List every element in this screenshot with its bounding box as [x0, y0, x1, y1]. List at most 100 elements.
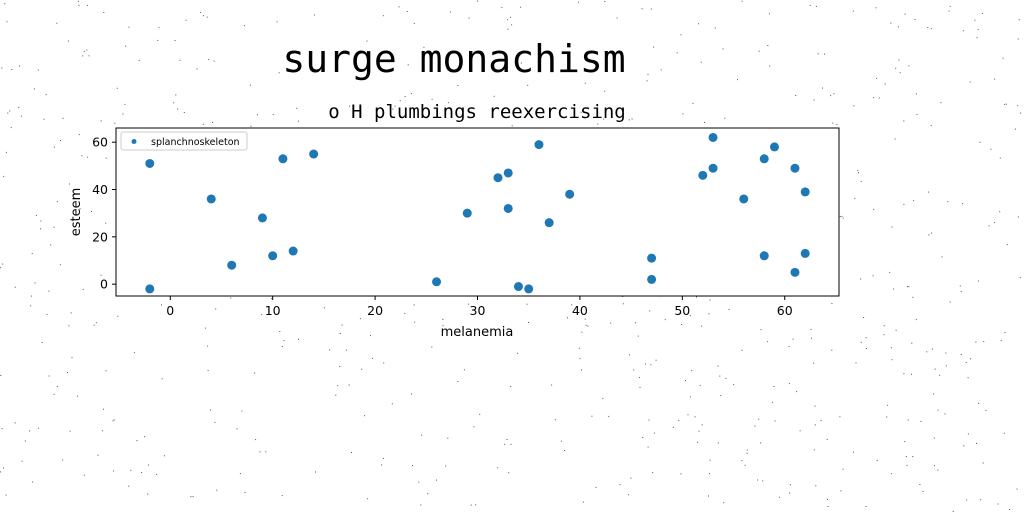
noise-dot [754, 425, 756, 427]
data-point [524, 284, 534, 294]
noise-dot [164, 455, 166, 457]
noise-dot [908, 65, 910, 67]
noise-dot [56, 386, 58, 388]
noise-dot [602, 398, 604, 400]
noise-dot [830, 95, 832, 97]
data-point [708, 163, 718, 173]
data-point [432, 277, 442, 287]
noise-dot [857, 170, 859, 172]
data-point [739, 194, 749, 204]
noise-dot [584, 82, 586, 84]
noise-dot [112, 420, 114, 422]
data-point [534, 140, 544, 150]
noise-dot [100, 274, 102, 276]
data-point [708, 132, 718, 142]
noise-dot [1016, 488, 1018, 490]
noise-dot [1000, 340, 1002, 342]
noise-dot [652, 472, 654, 474]
noise-dot [449, 11, 451, 13]
noise-dot [696, 296, 697, 298]
noise-dot [43, 118, 45, 120]
noise-dot [48, 375, 50, 377]
noise-dot [681, 324, 683, 325]
noise-dot [579, 358, 581, 360]
noise-dot [937, 469, 939, 471]
noise-dot [664, 319, 666, 321]
data-point [647, 253, 657, 263]
noise-dot [650, 364, 652, 366]
noise-dot [827, 506, 829, 507]
noise-dot [939, 374, 941, 376]
noise-dot [391, 403, 393, 405]
noise-dot [423, 46, 425, 48]
noise-dot [214, 421, 216, 423]
noise-dot [927, 27, 929, 28]
noise-dot [836, 123, 838, 125]
noise-dot [97, 454, 99, 456]
noise-dot [813, 449, 815, 451]
noise-dot [128, 485, 130, 487]
x-axis-label: melanemia [441, 325, 514, 340]
noise-dot [364, 415, 365, 417]
noise-dot [236, 428, 238, 430]
noise-dot [725, 377, 727, 379]
noise-dot [473, 426, 475, 428]
noise-dot [978, 280, 979, 282]
noise-dot [70, 312, 72, 314]
noise-dot [906, 464, 908, 466]
noise-dot [717, 365, 719, 367]
noise-dot [842, 217, 844, 219]
noise-dot [161, 378, 163, 380]
noise-dot [965, 362, 967, 363]
noise-dot [638, 377, 640, 378]
noise-dot [789, 484, 791, 486]
noise-dot [122, 113, 124, 115]
noise-dot [173, 102, 175, 104]
noise-dot [796, 391, 798, 393]
noise-dot [207, 345, 209, 347]
noise-dot [778, 496, 780, 498]
noise-dot [922, 491, 924, 492]
noise-dot [911, 342, 913, 344]
noise-dot [645, 363, 646, 365]
noise-dot [470, 504, 472, 506]
noise-dot [53, 146, 55, 148]
noise-dot [88, 55, 90, 57]
noise-dot [933, 465, 935, 467]
noise-dot [915, 93, 917, 95]
noise-dot [250, 125, 252, 127]
noise-dot [603, 118, 605, 120]
noise-dot [619, 484, 621, 486]
y-tick-label: 0 [100, 277, 108, 292]
noise-dot [446, 66, 448, 68]
noise-dot [762, 480, 764, 482]
noise-dot [81, 155, 83, 157]
noise-dot [709, 299, 711, 301]
noise-dot [339, 366, 341, 367]
noise-dot [720, 395, 722, 397]
noise-dot [795, 95, 797, 96]
noise-dot [161, 304, 162, 306]
noise-dot [963, 445, 965, 447]
noise-dot [724, 117, 726, 119]
data-point [309, 149, 319, 159]
noise-dot [741, 0, 743, 2]
noise-dot [999, 157, 1001, 159]
noise-dot [10, 127, 12, 129]
noise-dot [873, 208, 875, 210]
noise-dot [792, 338, 794, 340]
noise-dot [1017, 105, 1019, 107]
noise-dot [585, 324, 587, 326]
noise-dot [427, 493, 429, 495]
noise-dot [442, 325, 444, 327]
noise-dot [962, 203, 964, 205]
noise-dot [903, 203, 905, 205]
noise-dot [933, 437, 935, 439]
noise-dot [898, 59, 900, 61]
noise-dot [508, 472, 510, 474]
noise-dot [361, 368, 363, 370]
noise-dot [259, 451, 261, 453]
noise-dot [14, 422, 16, 424]
noise-dot [40, 228, 42, 230]
noise-dot [144, 436, 146, 438]
